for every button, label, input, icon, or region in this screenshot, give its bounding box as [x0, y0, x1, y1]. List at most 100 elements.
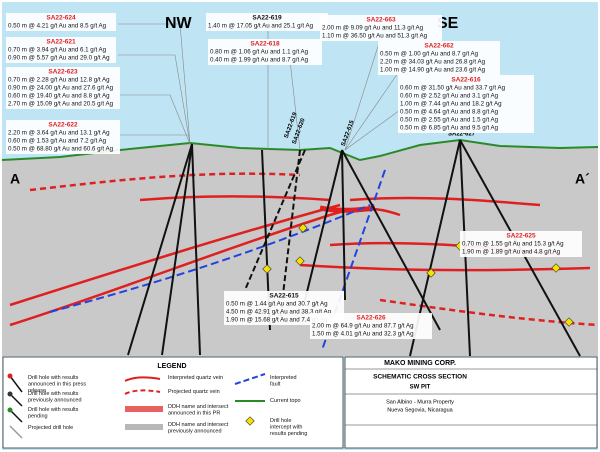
callout-line: 0.60 m @ 19.40 g/t Au and 8.8 g/t Ag — [8, 93, 110, 100]
legend-symbol — [234, 373, 266, 385]
project: San Albino - Murra Property — [386, 399, 454, 405]
callout-box — [398, 75, 534, 133]
direction-se: SE — [437, 15, 459, 32]
callout-line: 1.00 m @ 7.44 g/t Au and 18.2 g/t Ag — [400, 101, 502, 108]
legend-symbol — [124, 389, 161, 395]
legend-label: Drill hole with results pending — [28, 407, 79, 420]
legend-symbol — [9, 375, 23, 393]
callout-line: 1.90 m @ 15.68 g/t Au and 7.4 g/t Ag — [226, 317, 328, 324]
callout-line: 0.50 m @ 1.44 g/t Au and 30.7 g/t Ag — [226, 301, 328, 308]
callout-box — [320, 15, 442, 41]
callout-hole: SA22-619 — [252, 15, 282, 22]
callout-hole: SA22-663 — [366, 17, 396, 24]
callout-line: 2.20 m @ 3.64 g/t Au and 13.1 g/t Ag — [8, 130, 110, 137]
callout-line: 1.10 m @ 36.50 g/t Au and 51.3 g/t Ag — [322, 33, 428, 40]
callout-line: 0.70 m @ 1.55 g/t Au and 15.3 g/t Ag — [462, 241, 564, 248]
callout-line: 2.00 m @ 9.09 g/t Au and 11.3 g/t Ag — [322, 25, 424, 32]
callout-box — [206, 13, 328, 31]
callout-line: 0.80 m @ 1.06 g/t Au and 1.1 g/t Ag — [210, 49, 309, 56]
legend-items: Drill hole with results announced in this… — [7, 373, 307, 439]
intercept — [295, 256, 305, 266]
callout-box — [6, 67, 120, 109]
legend-symbol — [7, 391, 13, 397]
subtitle: SW PIT — [410, 385, 431, 391]
callout-line: 0.70 m @ 2.28 g/t Au and 12.8 g/t Ag — [8, 77, 110, 84]
company: MAKO MINING CORP. — [384, 360, 456, 367]
vein — [139, 195, 331, 202]
callout-line: 0.50 m @ 4.64 g/t Au and 8.8 g/t Ag — [400, 109, 499, 116]
callout-line: 1.50 m @ 4.01 g/t Au and 32.3 g/t Ag — [312, 331, 414, 338]
title-block — [344, 356, 598, 449]
legend-symbol — [9, 409, 23, 423]
leader — [344, 69, 401, 151]
legend-label: Drill hole with results previously announ… — [28, 391, 82, 404]
intercept — [426, 268, 436, 278]
callout-line: 4.50 m @ 42.91 g/t Au and 38.3 g/t Ag — [226, 309, 332, 316]
legend-box — [2, 356, 344, 449]
vein — [299, 263, 591, 272]
callout-box — [6, 37, 116, 63]
legend-label: Interpreted quartz vein — [168, 375, 223, 381]
callout-line: 2.00 m @ 64.9 g/t Au and 87.7 g/t Ag — [312, 323, 414, 330]
callout-hole: SA22-626 — [356, 315, 386, 322]
callout-box — [6, 120, 120, 154]
drill-hole — [279, 149, 301, 321]
legend-symbol — [125, 406, 163, 412]
direction-nw: NW — [165, 15, 193, 32]
drill-hole — [191, 143, 201, 356]
callout-line: 1.90 m @ 1.89 g/t Au and 4.8 g/t Ag — [462, 249, 561, 256]
legend-label: DDH name and intersect previously announc… — [168, 422, 229, 435]
callout-line: 0.50 m @ 1.00 g/t Au and 8.7 g/t Ag — [380, 51, 479, 58]
drill-hole — [161, 143, 193, 356]
legend-symbol — [9, 393, 23, 407]
legend-symbol — [124, 376, 161, 382]
callout-line: 0.60 m @ 1.53 g/t Au and 7.2 g/t Ag — [8, 138, 107, 145]
drill-hole — [341, 149, 346, 301]
fault — [49, 204, 371, 313]
title: SCHEMATIC CROSS SECTION — [373, 374, 467, 381]
callout-line: 0.50 m @ 68.80 g/t Au and 60.6 g/t Ag — [8, 146, 114, 153]
rock — [2, 140, 598, 356]
callout-hole: SA22-622 — [48, 122, 78, 129]
legend-label: Projected drill hole — [28, 425, 73, 431]
callout-box — [460, 231, 582, 257]
legend-title: LEGEND — [157, 363, 186, 370]
callout-hole: SA22-625 — [506, 233, 536, 240]
legend-symbol — [7, 373, 13, 379]
callout-hole: SA22-623 — [48, 69, 78, 76]
callout-line: 0.60 m @ 2.52 g/t Au and 3.1 g/t Ag — [400, 93, 499, 100]
leader — [344, 39, 381, 151]
legend-label: Drill hole with results announced in this… — [28, 375, 86, 394]
callout-line: 0.90 m @ 24.00 g/t Au and 27.6 g/t Ag — [8, 85, 114, 92]
pending-intercepts — [262, 223, 574, 327]
intercept — [564, 317, 574, 327]
callout-hole: SA22-616 — [451, 77, 481, 84]
callout-hole: SA22-618 — [250, 41, 280, 48]
leader — [118, 54, 191, 145]
callout-line: 0.50 m @ 6.85 g/t Au and 9.5 g/t Ag — [400, 125, 499, 132]
callout-line: 2.20 m @ 34.03 g/t Au and 26.8 g/t Ag — [380, 59, 486, 66]
leader — [118, 23, 191, 145]
callout-line: 0.70 m @ 3.94 g/t Au and 6.1 g/t Ag — [8, 47, 107, 54]
callout-box — [378, 41, 500, 75]
intercept — [551, 263, 561, 273]
callout-hole: SA22-624 — [46, 15, 76, 22]
location: Nueva Segovia, Nicaragua — [387, 407, 453, 413]
callout-line: 0.40 m @ 1.99 g/t Au and 8.7 g/t Ag — [210, 57, 309, 64]
leader — [289, 59, 301, 151]
callout-box — [310, 313, 432, 339]
drill-hole — [127, 143, 193, 356]
vein — [9, 203, 341, 307]
legend-label: Interpreted fault — [270, 375, 297, 388]
intercept — [262, 264, 272, 274]
drill-hole — [304, 149, 343, 301]
section-start: A — [10, 171, 20, 187]
section-end: A´ — [575, 171, 590, 187]
leader — [120, 94, 191, 145]
callout-line: 0.60 m @ 31.50 g/t Au and 33.7 g/t Ag — [400, 85, 506, 92]
callout-line: 2.70 m @ 15.09 g/t Au and 20.5 g/t Ag — [8, 101, 114, 108]
legend-symbol — [125, 424, 163, 430]
legend-symbol — [7, 407, 13, 413]
